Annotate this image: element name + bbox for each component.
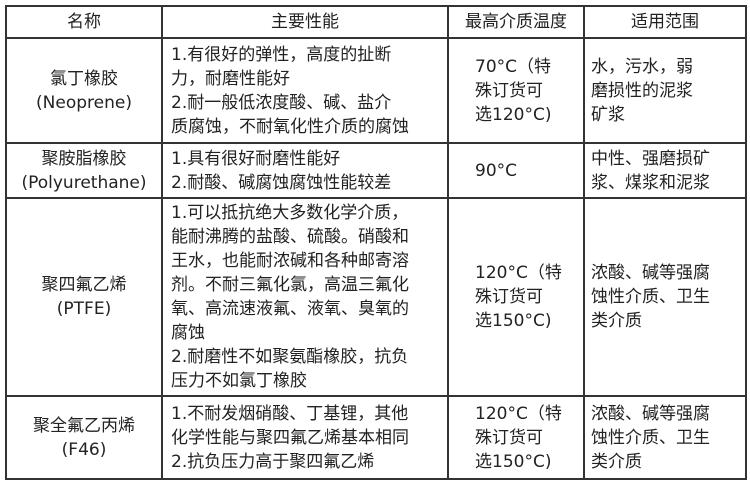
application-line: 磨损性的泥浆 [591, 80, 693, 101]
temperature-line: 70°C（特 [475, 56, 552, 77]
name-line: 聚全氟乙丙烯 [33, 415, 135, 436]
cell-application: 浓酸、碱等强腐 蚀性介质、卫生 类介质 [583, 395, 747, 480]
header-performance: 主要性能 [161, 5, 449, 39]
cell-name: 聚四氟乙烯 (PTFE) [5, 197, 163, 397]
cell-name: 聚全氟乙丙烯 (F46) [5, 395, 163, 480]
performance-line: 2.耐磨性不如聚氨酯橡胶，抗负 [171, 347, 409, 367]
temperature-line: 殊订货可 [475, 80, 543, 101]
cell-temperature: 120°C（特 殊订货可选150°C) [447, 395, 585, 480]
application-line: 浓酸、碱等强腐 [591, 403, 710, 424]
application-line: 浆、煤浆和泥浆 [591, 172, 710, 193]
cell-performance: 1.不耐发烟硝酸、丁基锂，其他 化学性能与聚四氟乙烯基本相同 2.抗负压力高于聚四氟… [161, 395, 449, 480]
header-temperature: 最高介质温度 [447, 5, 585, 39]
cell-application: 浓酸、碱等强腐 蚀性介质、卫生 类介质 [583, 197, 747, 397]
application-line: 蚀性介质、卫生 [591, 427, 710, 448]
application-line: 类介质 [591, 451, 642, 472]
performance-line: 氧、高流速液氟、液氧、臭氧的 [171, 299, 409, 319]
name-line: (Polyurethane) [21, 172, 147, 193]
name-line: (PTFE) [56, 299, 112, 319]
name-line: 氯丁橡胶 [50, 68, 118, 89]
performance-line: 质腐蚀，不耐氧化性介质的腐蚀 [171, 116, 409, 137]
performance-line: 1.可以抵抗绝大多数化学介质， [171, 203, 409, 223]
cell-temperature: 120°C（特 殊订货可选150°C) [447, 197, 585, 397]
application-line: 水，污水，弱 [591, 56, 693, 77]
performance-line: 力，耐磨性能好 [171, 68, 290, 89]
performance-line: 王水，也能耐浓碱和各种邮寄溶 [171, 251, 409, 271]
table-row: 聚全氟乙丙烯 (F46) 1.不耐发烟硝酸、丁基锂，其他 化学性能与聚四氟乙烯基本相同… [5, 395, 747, 480]
cell-name: 聚胺脂橡胶 (Polyurethane) [5, 142, 163, 199]
temperature-line: 殊订货可 [475, 287, 543, 307]
cell-performance: 1.有很好的弹性，高度的扯断 力，耐磨性能好 2.耐一般低浓度酸、碱、盐介 质腐蚀，不… [161, 37, 449, 144]
performance-line: 能耐沸腾的盐酸、硫酸。硝酸和 [171, 227, 409, 247]
performance-line: 腐蚀 [171, 323, 205, 343]
cell-name: 氯丁橡胶 (Neoprene) [5, 37, 163, 144]
temperature-line: 120°C（特 [475, 403, 562, 424]
performance-line: 2.耐酸、碱腐蚀腐蚀性能较差 [171, 172, 392, 193]
application-line: 类介质 [591, 311, 642, 331]
temperature-line: 90°C [475, 160, 518, 181]
application-line: 浓酸、碱等强腐 [591, 263, 710, 283]
header-name: 名称 [5, 5, 163, 39]
performance-line: 2.耐一般低浓度酸、碱、盐介 [171, 92, 392, 113]
cell-application: 水，污水，弱 磨损性的泥浆 矿浆 [583, 37, 747, 144]
temperature-line: 选150°C) [475, 311, 552, 331]
application-line: 矿浆 [591, 104, 625, 125]
header-row: 名称 主要性能 最高介质温度 适用范围 [5, 5, 747, 39]
table-row: 聚胺脂橡胶 (Polyurethane) 1.具有很好耐磨性能好 2.耐酸、碱腐蚀腐蚀… [5, 142, 747, 199]
temperature-line: 殊订货可 [475, 427, 543, 448]
name-line: 聚四氟乙烯 [41, 275, 127, 295]
table-row: 聚四氟乙烯 (PTFE) 1.可以抵抗绝大多数化学介质， 能耐沸腾的盐酸、硫酸。硝酸和… [5, 197, 747, 397]
name-line: (Neoprene) [36, 92, 132, 113]
temperature-line: 选150°C) [475, 451, 552, 472]
material-table: 名称 主要性能 最高介质温度 适用范围 氯丁橡胶 (Neoprene) 1.有很好的… [5, 5, 747, 480]
temperature-line: 选120°C) [475, 104, 552, 125]
name-line: 聚胺脂橡胶 [41, 148, 127, 169]
temperature-line: 120°C（特 [475, 263, 562, 283]
cell-temperature: 90°C [447, 142, 585, 199]
performance-line: 压力不如氯丁橡胶 [171, 371, 307, 391]
application-line: 蚀性介质、卫生 [591, 287, 710, 307]
header-application: 适用范围 [583, 5, 747, 39]
table-row: 氯丁橡胶 (Neoprene) 1.有很好的弹性，高度的扯断 力，耐磨性能好 2.耐一般… [5, 37, 747, 144]
performance-line: 化学性能与聚四氟乙烯基本相同 [171, 427, 409, 448]
cell-application: 中性、强磨损矿 浆、煤浆和泥浆 [583, 142, 747, 199]
performance-line: 2.抗负压力高于聚四氟乙烯 [171, 451, 375, 472]
performance-line: 剂。不耐三氟化氯，高温三氟化 [171, 275, 409, 295]
cell-temperature: 70°C（特 殊订货可选120°C) [447, 37, 585, 144]
performance-line: 1.有很好的弹性，高度的扯断 [171, 44, 392, 65]
cell-performance: 1.可以抵抗绝大多数化学介质， 能耐沸腾的盐酸、硫酸。硝酸和 王水，也能耐浓碱和各种… [161, 197, 449, 397]
cell-performance: 1.具有很好耐磨性能好 2.耐酸、碱腐蚀腐蚀性能较差 [161, 142, 449, 199]
performance-line: 1.不耐发烟硝酸、丁基锂，其他 [171, 403, 409, 424]
application-line: 中性、强磨损矿 [591, 148, 710, 169]
performance-line: 1.具有很好耐磨性能好 [171, 148, 341, 169]
name-line: (F46) [61, 439, 107, 460]
